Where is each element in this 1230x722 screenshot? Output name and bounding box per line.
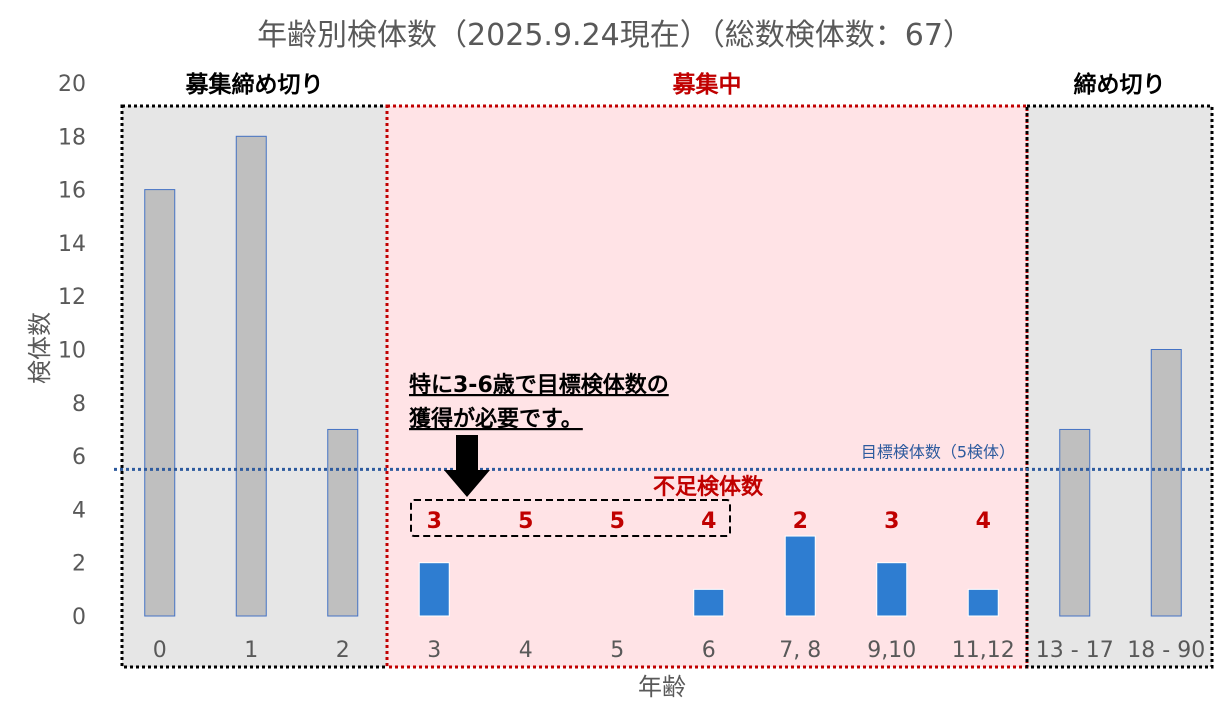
shortfall-value-6: 4 xyxy=(701,509,716,534)
shortfall-value-3: 3 xyxy=(427,509,442,534)
y-tick-label: 12 xyxy=(58,285,86,310)
highlight-box xyxy=(410,499,731,537)
y-axis-label: 検体数 xyxy=(26,312,54,384)
bar-1 xyxy=(235,135,267,617)
chart-title: 年齢別検体数（2025.9.24現在）（総数検体数：67） xyxy=(257,18,973,53)
zone-1-background xyxy=(387,106,1027,667)
annotation-line-0: 特に3-6歳で目標検体数の xyxy=(409,372,669,398)
bars-layer xyxy=(144,135,1182,617)
y-tick-label: 4 xyxy=(72,498,86,523)
shortfall-value-5: 5 xyxy=(610,509,625,534)
y-tick-label: 0 xyxy=(72,605,86,630)
x-tick-label: 6 xyxy=(702,638,716,663)
zone-2-label: 締め切り xyxy=(1074,71,1166,98)
bar-3 xyxy=(418,562,450,617)
x-tick-label: 11,12 xyxy=(952,638,1015,663)
zone-2-border xyxy=(1025,104,1214,669)
zone-0-label: 募集締め切り xyxy=(185,71,324,98)
shortfall-value-9,10: 3 xyxy=(884,509,899,534)
annotation-line-1: 獲得が必要です。 xyxy=(409,406,583,432)
bar-18 - 90 xyxy=(1150,349,1182,617)
y-tick-label: 10 xyxy=(58,339,86,364)
bar-11,12 xyxy=(967,588,999,617)
y-axis: 0 2 4 6 8 10 12 14 16 18 20 xyxy=(58,72,86,630)
y-tick-label: 8 xyxy=(72,392,86,417)
down-arrow-icon xyxy=(444,435,490,497)
x-tick-label: 7, 8 xyxy=(779,638,821,663)
x-tick-label: 0 xyxy=(153,638,167,663)
y-tick-label: 6 xyxy=(72,445,86,470)
bar-6 xyxy=(693,588,725,617)
x-tick-label: 18 - 90 xyxy=(1127,638,1205,663)
x-tick-label: 9,10 xyxy=(867,638,916,663)
bar-0 xyxy=(144,189,176,617)
x-tick-label: 5 xyxy=(610,638,624,663)
bar-13 - 17 xyxy=(1059,428,1091,617)
zone-2-background xyxy=(1027,106,1212,667)
bar-9,10 xyxy=(876,562,908,617)
y-tick-label: 20 xyxy=(58,72,86,97)
x-tick-label: 1 xyxy=(244,638,258,663)
x-axis-label: 年齢 xyxy=(638,673,686,701)
y-tick-label: 16 xyxy=(58,179,86,204)
zone-1-label: 募集中 xyxy=(672,71,742,98)
bar-2 xyxy=(327,428,359,617)
zone-1-border xyxy=(385,104,1029,669)
x-tick-label: 2 xyxy=(336,638,350,663)
x-axis: 0 1 2 3 4 5 6 7, 8 9,10 11,12 13 - 17 18 - 90 xyxy=(153,638,1205,663)
x-tick-label: 13 - 17 xyxy=(1036,638,1114,663)
x-tick-label: 4 xyxy=(519,638,533,663)
zone-0-border xyxy=(120,104,389,669)
y-tick-label: 2 xyxy=(72,552,86,577)
target-line-label: 目標検体数（5検体） xyxy=(861,442,1015,461)
y-tick-label: 18 xyxy=(58,125,86,150)
shortfall-value-7, 8: 2 xyxy=(793,509,808,534)
shortfall-value-4: 5 xyxy=(518,509,533,534)
y-tick-label: 14 xyxy=(58,232,86,257)
shortfall-label: 不足検体数 xyxy=(653,474,764,500)
shortfall-value-11,12: 4 xyxy=(976,509,991,534)
x-tick-label: 3 xyxy=(427,638,441,663)
bar-7, 8 xyxy=(784,535,816,617)
